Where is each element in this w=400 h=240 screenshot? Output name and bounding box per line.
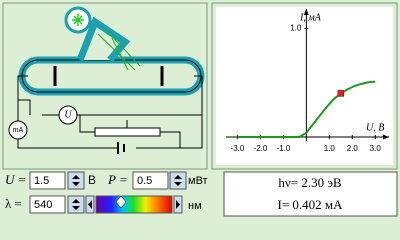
power-input[interactable]: [132, 171, 169, 190]
voltmeter-label: U: [64, 109, 72, 120]
y-axis-arrow: [303, 9, 309, 15]
voltage-unit: В: [88, 173, 96, 187]
power-label: P =: [107, 172, 128, 187]
iv-curve: [237, 80, 376, 138]
slider-left-button[interactable]: [85, 195, 95, 214]
ammeter-label: mA: [13, 127, 24, 134]
current: I= 0.402 мА: [277, 197, 343, 212]
x-axis-arrow: [383, 134, 389, 140]
x-axis-label: U, В: [366, 122, 384, 133]
wavelength-label: λ =: [5, 196, 22, 211]
x-tick-label: -2.0: [254, 144, 268, 153]
voltage-label: U =: [5, 172, 26, 187]
circuit: [8, 6, 205, 154]
spectrum-slider[interactable]: [95, 195, 173, 214]
graph-area: [216, 7, 393, 165]
power-value: 0.5: [137, 175, 152, 187]
power-spinner[interactable]: [169, 171, 187, 190]
voltage-input[interactable]: [29, 171, 66, 190]
y-axis-label: I, мА: [299, 12, 322, 23]
x-tick-label: 2.0: [347, 144, 359, 153]
operating-point: [337, 90, 345, 97]
app-window: U mA -3.0 -2.0 -1.0 1.0 2.0 3.0 1.0 I, мА U, В…: [2, 2, 398, 217]
x-tick-label: -1.0: [276, 144, 290, 153]
wavelength-spinner[interactable]: [67, 195, 85, 214]
y-tick-label: 1.0: [290, 24, 302, 33]
graph: -3.0 -2.0 -1.0 1.0 2.0 3.0 1.0: [226, 9, 389, 153]
voltage-spinner[interactable]: [67, 171, 85, 190]
photon-energy: hν= 2.30 эВ: [278, 175, 342, 190]
x-tick-label: 1.0: [324, 144, 336, 153]
slider-thumb[interactable]: [115, 195, 127, 209]
voltage-value: 1.5: [34, 175, 49, 187]
page: U mA -3.0 -2.0 -1.0 1.0 2.0 3.0 1.0 I, мА U, В…: [2, 2, 398, 217]
slider-right-button[interactable]: [173, 195, 183, 214]
results-panel: [223, 171, 398, 217]
wavelength-input[interactable]: [29, 195, 66, 214]
x-tick-label: -3.0: [231, 144, 245, 153]
power-unit: мВт: [188, 175, 208, 187]
wavelength-unit: нм: [188, 200, 202, 212]
wavelength-value: 540: [34, 199, 52, 211]
x-tick-label: 3.0: [370, 144, 382, 153]
